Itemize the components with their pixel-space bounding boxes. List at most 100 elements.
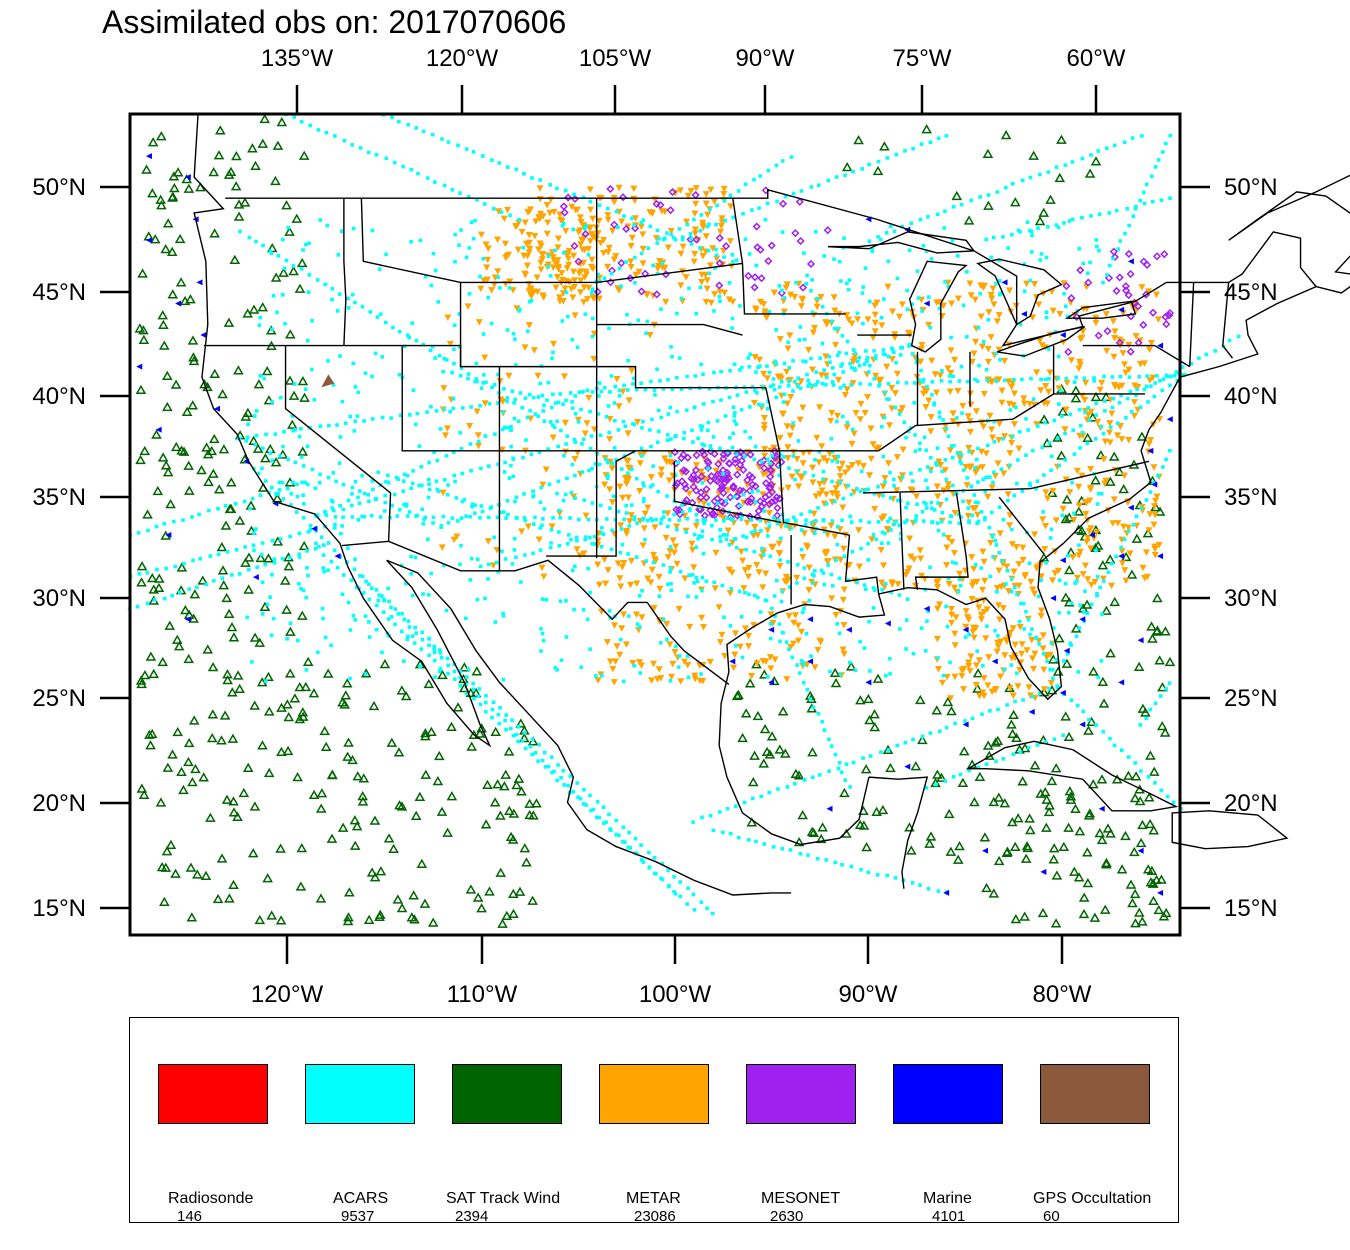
acars-ob: [446, 521, 451, 525]
metar-ob: [533, 288, 541, 296]
acars-ob: [915, 269, 920, 274]
sat-wind-ob: [135, 384, 147, 394]
mesonet-ob: [754, 506, 763, 515]
acars-ob: [619, 284, 623, 289]
metar-ob: [889, 308, 897, 315]
metar-ob: [888, 356, 896, 363]
acars-ob: [353, 300, 357, 305]
sat-wind-ob: [442, 827, 453, 837]
sat-wind-ob: [1022, 842, 1034, 853]
acars-ob: [660, 861, 665, 866]
metar-ob: [970, 350, 978, 358]
sat-wind-ob: [436, 806, 448, 816]
acars-ob: [1094, 238, 1099, 242]
sat-wind-ob: [178, 784, 189, 795]
acars-ob: [533, 751, 538, 755]
acars-ob: [173, 564, 177, 569]
acars-ob: [514, 732, 519, 737]
metar-ob: [823, 458, 831, 465]
metar-ob: [1049, 577, 1057, 584]
acars-ob: [888, 496, 893, 500]
acars-ob: [808, 697, 813, 701]
acars-ob: [470, 504, 474, 509]
metar-ob: [907, 553, 915, 561]
acars-ob: [834, 175, 839, 179]
acars-ob: [713, 266, 717, 270]
mesonet-ob: [798, 283, 808, 292]
sat-wind-ob: [1088, 666, 1099, 676]
metar-ob: [918, 572, 926, 580]
acars-ob: [1030, 627, 1034, 631]
sat-wind-ob: [263, 767, 275, 778]
acars-ob: [998, 279, 1002, 283]
acars-ob: [750, 796, 755, 801]
sat-wind-ob: [489, 797, 501, 807]
sat-wind-ob: [197, 575, 209, 585]
acars-ob: [1093, 437, 1098, 441]
mesonet-ob: [736, 460, 745, 469]
metar-ob: [573, 206, 581, 214]
sat-wind-ob: [982, 740, 994, 750]
marine-ob: [962, 721, 969, 728]
acars-ob: [945, 624, 950, 629]
acars-ob: [705, 906, 709, 911]
acars-ob: [1078, 603, 1082, 608]
acars-ob: [270, 538, 275, 543]
sat-wind-ob: [298, 540, 310, 551]
acars-ob: [775, 199, 779, 204]
metar-ob: [869, 441, 877, 448]
metar-ob: [832, 485, 840, 492]
sat-wind-ob: [1143, 792, 1155, 802]
acars-ob: [1082, 376, 1087, 381]
sat-wind-ob: [243, 584, 254, 594]
mesonet-ob: [806, 259, 816, 269]
metar-ob: [1023, 647, 1031, 654]
sat-wind-ob: [1151, 626, 1163, 636]
acars-ob: [501, 510, 506, 514]
metar-ob: [987, 291, 995, 299]
mesonet-ob: [1126, 347, 1135, 356]
acars-ob: [847, 278, 852, 282]
acars-ob: [803, 471, 807, 475]
acars-ob: [782, 361, 787, 366]
acars-ob: [363, 614, 368, 618]
metar-ob: [893, 454, 901, 461]
acars-ob: [822, 529, 827, 534]
acars-ob: [146, 528, 150, 533]
legend-label: GPS Occultation: [1033, 1190, 1152, 1207]
legend-swatch: [1040, 1064, 1150, 1124]
acars-ob: [861, 321, 865, 326]
sat-wind-ob: [1116, 864, 1128, 874]
acars-ob: [509, 424, 513, 429]
acars-ob: [271, 294, 276, 298]
acars-ob: [771, 515, 776, 520]
mesonet-ob: [619, 193, 628, 202]
acars-ob: [448, 409, 452, 414]
acars-ob: [316, 650, 320, 655]
sat-wind-ob: [185, 862, 197, 872]
metar-ob: [805, 586, 813, 594]
sat-wind-ob: [275, 843, 286, 853]
sat-wind-ob: [183, 737, 195, 748]
acars-ob: [926, 295, 931, 299]
acars-ob: [673, 891, 678, 896]
acars-ob: [807, 382, 812, 386]
acars-ob: [910, 881, 915, 885]
sat-wind-ob: [495, 867, 507, 877]
acars-ob: [754, 263, 759, 268]
acars-ob: [1053, 330, 1058, 334]
acars-ob: [413, 625, 417, 630]
acars-ob: [905, 288, 909, 293]
metar-ob: [698, 471, 706, 479]
sat-wind-ob: [375, 909, 386, 919]
acars-ob: [1135, 387, 1139, 392]
marine-ob: [1098, 805, 1105, 812]
sat-wind-ob: [349, 840, 361, 850]
acars-ob: [681, 510, 685, 515]
acars-ob: [693, 374, 698, 378]
acars-ob: [198, 556, 202, 561]
acars-ob: [570, 400, 574, 404]
metar-ob: [934, 584, 942, 591]
acars-ob: [642, 484, 646, 488]
metar-ob: [756, 356, 764, 364]
